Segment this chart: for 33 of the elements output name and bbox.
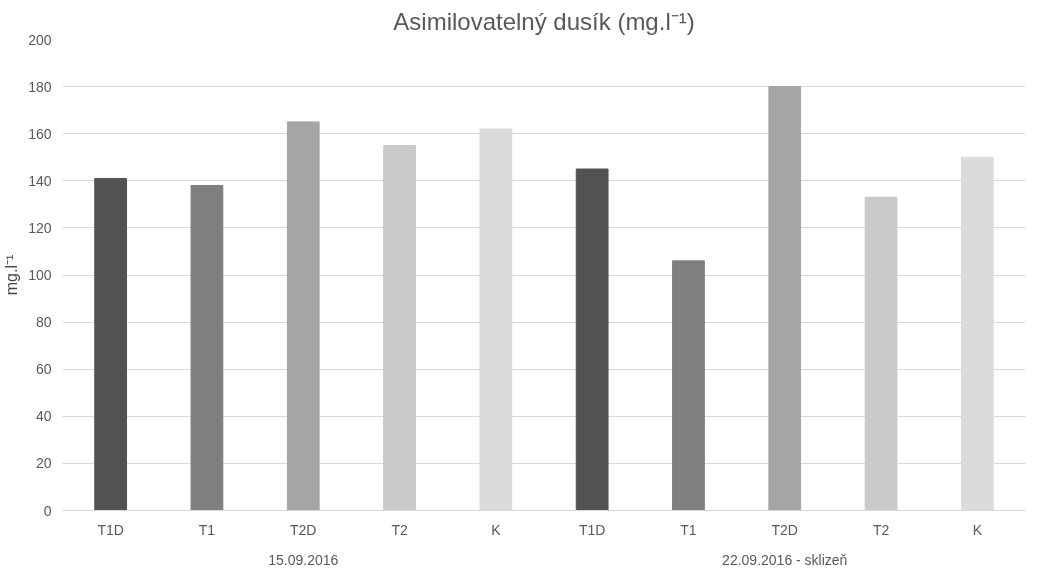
x-tick-label: T1 — [198, 521, 216, 538]
x-tick-label: T2D — [290, 521, 317, 538]
y-tick-label: 60 — [35, 361, 52, 378]
x-tick-label: T1D — [97, 521, 124, 538]
bar — [575, 168, 609, 511]
x-tick-label: K — [491, 521, 502, 538]
x-tick-label: T2 — [391, 521, 408, 538]
bar — [94, 177, 128, 511]
x-tick-label: K — [972, 521, 983, 538]
y-axis-title: mg.l⁻¹ — [3, 254, 21, 296]
bar — [190, 185, 224, 511]
y-tick-label: 200 — [28, 31, 52, 48]
bar — [672, 260, 705, 511]
bar — [383, 144, 416, 511]
y-tick-label: 80 — [35, 314, 52, 331]
x-tick-label: T2 — [872, 521, 890, 538]
y-tick-label: 100 — [28, 267, 52, 283]
y-tick-label: 40 — [35, 408, 52, 425]
y-tick-label: 0 — [43, 502, 52, 519]
bar — [286, 121, 320, 511]
y-tick-label: 120 — [28, 219, 52, 236]
text: 15.09.2016 — [268, 551, 339, 568]
x-tick-label: T2D — [771, 521, 798, 538]
bar — [768, 86, 802, 511]
y-tick-label: 140 — [28, 172, 52, 189]
y-tick-label: 160 — [28, 125, 52, 142]
x-tick-label: T1D — [578, 521, 606, 538]
text: 22.09.2016 - sklizeň — [722, 551, 848, 568]
chart-title: Asimilovatelný dusík (mg.l⁻¹) — [393, 7, 695, 35]
x-tick-label: T1 — [680, 521, 697, 538]
y-tick-label: 20 — [35, 455, 52, 472]
bar — [864, 196, 898, 511]
y-tick-label: 180 — [28, 78, 52, 95]
